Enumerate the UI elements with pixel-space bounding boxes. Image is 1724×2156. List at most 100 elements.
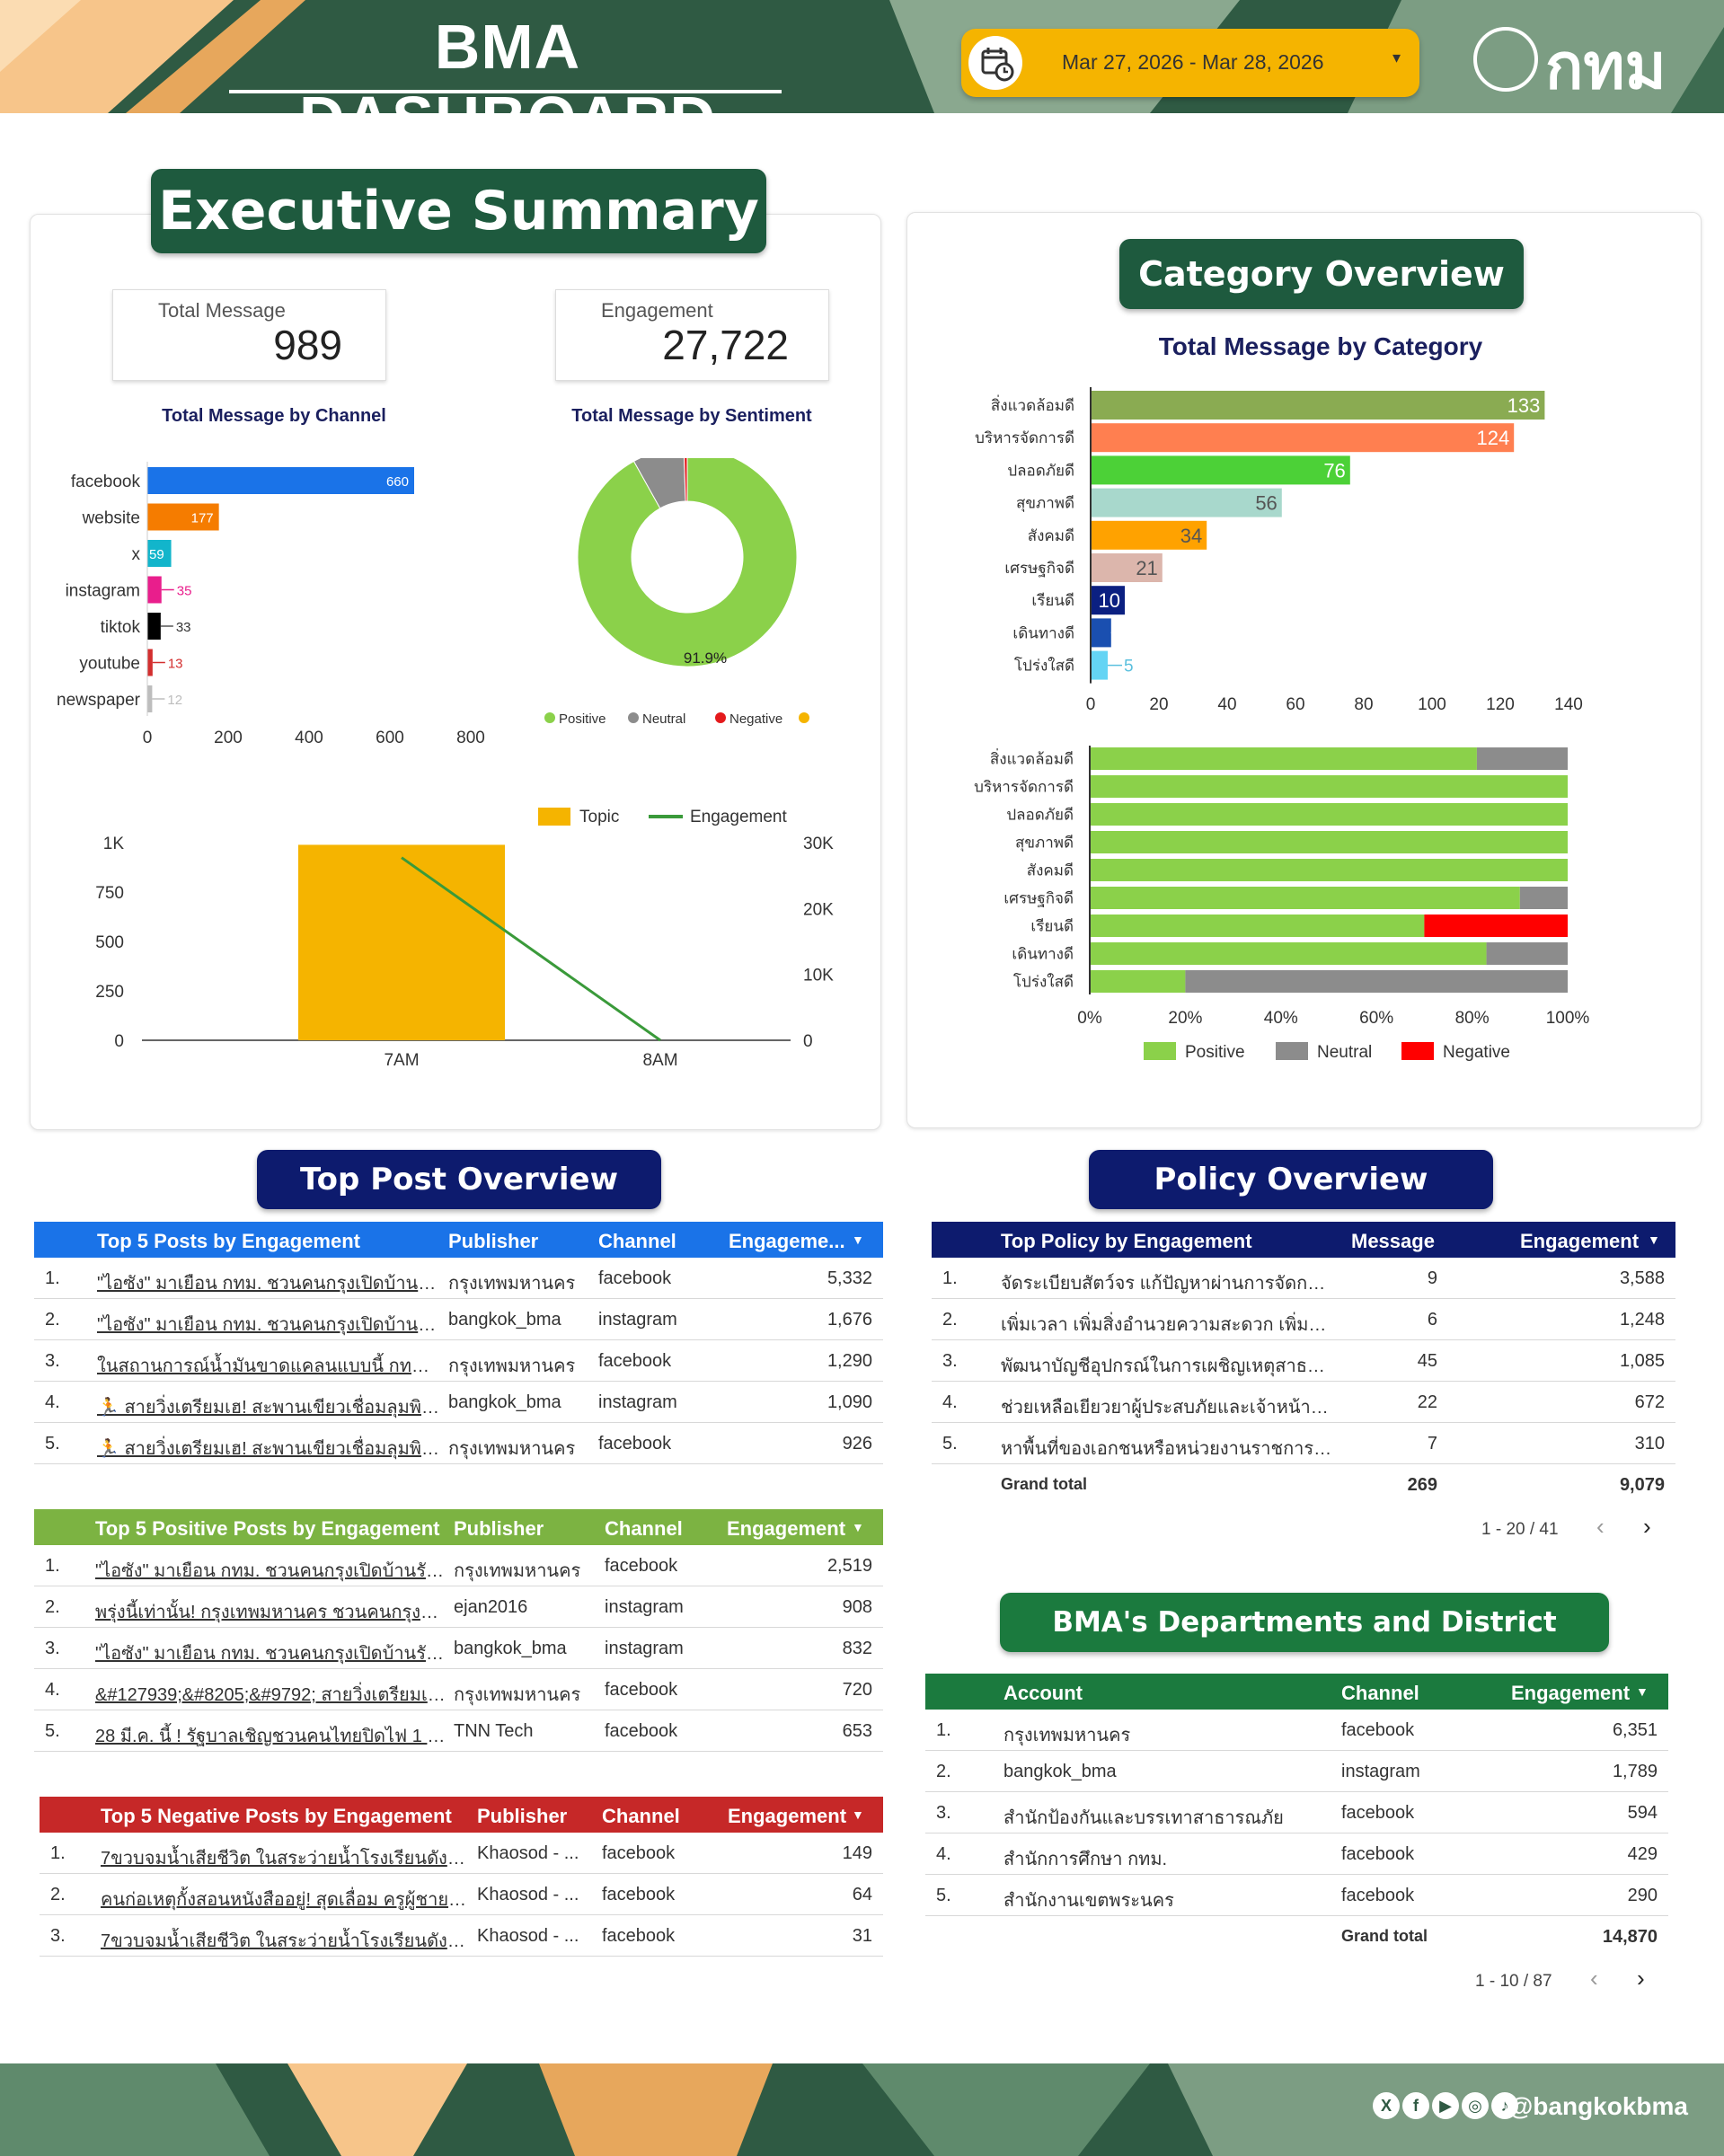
column-header[interactable]: Publisher	[477, 1805, 568, 1827]
chevron-down-icon[interactable]: ▾	[1392, 49, 1401, 66]
post-link[interactable]: คนก่อเหตุกั้งสอนหนังสืออยู่! สุดเลื่อม ค…	[101, 1890, 470, 1910]
column-header[interactable]: Channel	[602, 1805, 680, 1827]
pagination: 1 - 10 / 87 ‹ ›	[1475, 1965, 1673, 2002]
publisher-cell: Khaosod - ...	[477, 1843, 579, 1863]
account-name[interactable]: bangkok_bma	[1003, 1762, 1117, 1781]
category-tick-label: 80	[1354, 695, 1373, 714]
table-row[interactable]: 5. สำนักงานเขตพระนคร facebook 290	[925, 1875, 1668, 1916]
table-row[interactable]: 4. ช่วยเหลือเยียวยาผู้ประสบภัยและเจ้าหน้า…	[932, 1382, 1675, 1423]
category-value-label: 124	[1476, 427, 1509, 449]
table-row[interactable]: 4. สำนักการศึกษา กทม. facebook 429	[925, 1833, 1668, 1875]
table-row[interactable]: 1. "ไอซัง" มาเยือน กทม. ชวนคนกรุงเปิดบ้าน…	[34, 1258, 883, 1299]
column-header[interactable]: Engageme...	[729, 1230, 845, 1252]
policy-name[interactable]: พัฒนาบัญชีอุปกรณ์ในการเผชิญเหตุสาธารณภัย…	[1001, 1356, 1333, 1376]
account-name[interactable]: กรุงเทพมหานคร	[1003, 1726, 1131, 1745]
table-row[interactable]: 1. 7ขวบจมน้ำเสียชีวิต ในสระว่ายน้ำโรงเรีย…	[40, 1833, 883, 1874]
instagram-icon[interactable]: ◎	[1462, 2092, 1489, 2119]
column-header[interactable]: Channel	[598, 1230, 676, 1252]
table-row[interactable]: 2. bangkok_bma instagram 1,789	[925, 1751, 1668, 1792]
publisher-cell: ejan2016	[454, 1597, 528, 1617]
column-header[interactable]: Engagement	[727, 1517, 846, 1540]
policy-name[interactable]: จัดระเบียบสัตว์จร แก้ปัญหาผ่านการจัดการอ…	[1001, 1274, 1333, 1294]
post-link[interactable]: 7ขวบจมน้ำเสียชีวิต ในสระว่ายน้ำโรงเรียนด…	[101, 1849, 470, 1869]
channel-cell: facebook	[602, 1926, 676, 1946]
calendar-icon[interactable]	[968, 36, 1022, 90]
table-row[interactable]: 2. เพิ่มเวลา เพิ่มสิ่งอำนวยความสะดวก เพิ่…	[932, 1299, 1675, 1340]
column-header[interactable]: Channel	[605, 1517, 683, 1540]
table-row[interactable]: 5. 28 มี.ค. นี้ ! รัฐบาลเชิญชวนคนไทยปิดไฟ…	[34, 1710, 883, 1752]
account-name[interactable]: สำนักงานเขตพระนคร	[1003, 1891, 1174, 1911]
table-row[interactable]: 3. 7ขวบจมน้ำเสียชีวิต ในสระว่ายน้ำโรงเรีย…	[40, 1915, 883, 1957]
post-link[interactable]: 🏃 สายวิ่งเตรียมเฮ! สะพานเขียวเชื่อมลุมพิ…	[97, 1439, 441, 1459]
table-row[interactable]: 2. พรุ่งนี้เท่านั้น! กรุงเทพมหานคร ชวนคนก…	[34, 1586, 883, 1628]
table-row[interactable]: 1. จัดระเบียบสัตว์จร แก้ปัญหาผ่านการจัดกา…	[932, 1258, 1675, 1299]
table-row[interactable]: 2. "ไอซัง" มาเยือน กทม. ชวนคนกรุงเปิดบ้าน…	[34, 1299, 883, 1340]
policy-name[interactable]: เพิ่มเวลา เพิ่มสิ่งอำนวยความสะดวก เพิ่มก…	[1001, 1315, 1333, 1335]
facebook-icon[interactable]: f	[1402, 2092, 1429, 2119]
post-link[interactable]: &#127939;&#8205;&#9792; สายวิ่งเตรียมเฮ!…	[95, 1685, 446, 1705]
policy-name[interactable]: ช่วยเหลือเยียวยาผู้ประสบภัยและเจ้าหน้าที…	[1001, 1398, 1333, 1418]
table-row[interactable]: 3. ในสถานการณ์น้ำมันขาดแคลนแบบนี้ กทม. จะ…	[34, 1340, 883, 1382]
engagement-cell: 1,789	[1612, 1762, 1658, 1781]
column-header[interactable]: Top 5 Negative Posts by Engagement	[101, 1805, 452, 1827]
sort-desc-icon[interactable]: ▼	[852, 1233, 864, 1247]
date-range-picker[interactable]: Mar 27, 2026 - Mar 28, 2026 ▾	[961, 29, 1419, 97]
category-sentiment-tick-label: 100%	[1546, 1009, 1590, 1028]
sort-desc-icon[interactable]: ▼	[1648, 1233, 1660, 1247]
social-handle[interactable]: @bangkokbma	[1507, 2092, 1688, 2120]
table-row[interactable]: 1. "ไอซัง" มาเยือน กทม. ชวนคนกรุงเปิดบ้าน…	[34, 1545, 883, 1586]
column-header[interactable]: Publisher	[454, 1517, 544, 1540]
post-link[interactable]: ในสถานการณ์น้ำมันขาดแคลนแบบนี้ กทม. จะมี…	[97, 1356, 441, 1376]
table-row[interactable]: 3. "ไอซัง" มาเยือน กทม. ชวนคนกรุงเปิดบ้าน…	[34, 1628, 883, 1669]
sort-desc-icon[interactable]: ▼	[852, 1520, 864, 1534]
column-header[interactable]: Channel	[1341, 1682, 1419, 1704]
segment-positive	[1090, 859, 1568, 881]
account-name[interactable]: สำนักการศึกษา กทม.	[1003, 1850, 1168, 1869]
category-label: เศรษฐกิจดี	[1004, 560, 1074, 578]
post-link[interactable]: "ไอซัง" มาเยือน กทม. ชวนคนกรุงเปิดบ้านรั…	[95, 1561, 446, 1581]
column-header[interactable]: Engagement	[1511, 1682, 1631, 1704]
table-row[interactable]: 5. 🏃 สายวิ่งเตรียมเฮ! สะพานเขียวเชื่อมลุม…	[34, 1423, 883, 1464]
youtube-icon[interactable]: ▶	[1432, 2092, 1459, 2119]
date-range-text[interactable]: Mar 27, 2026 - Mar 28, 2026	[1062, 50, 1324, 74]
sentiment-legend-label: Neutral	[642, 711, 685, 727]
post-link[interactable]: พรุ่งนี้เท่านั้น! กรุงเทพมหานคร ชวนคนกรุ…	[95, 1603, 446, 1622]
post-link[interactable]: 🏃 สายวิ่งเตรียมเฮ! สะพานเขียวเชื่อมลุมพิ…	[97, 1398, 441, 1418]
column-header[interactable]: Top 5 Posts by Engagement	[97, 1230, 360, 1252]
policy-name[interactable]: หาพื้นที่ของเอกชนหรือหน่วยงานราชการที่สา…	[1001, 1439, 1333, 1459]
table-row[interactable]: 2. คนก่อเหตุกั้งสอนหนังสืออยู่! สุดเลื่อม…	[40, 1874, 883, 1915]
policy-overview-title: Policy Overview	[1089, 1150, 1493, 1209]
table-row[interactable]: 1. กรุงเทพมหานคร facebook 6,351	[925, 1710, 1668, 1751]
column-header[interactable]: Top Policy by Engagement	[1001, 1230, 1252, 1252]
channel-cell: instagram	[1341, 1762, 1420, 1781]
chevron-right-icon[interactable]: ›	[1637, 1965, 1645, 1992]
table-row[interactable]: 4. &#127939;&#8205;&#9792; สายวิ่งเตรียมเ…	[34, 1669, 883, 1710]
tiktok-icon[interactable]: ♪	[1491, 2092, 1518, 2119]
sort-desc-icon[interactable]: ▼	[852, 1807, 864, 1822]
column-header[interactable]: Publisher	[448, 1230, 539, 1252]
table-row[interactable]: 5. หาพื้นที่ของเอกชนหรือหน่วยงานราชการที่…	[932, 1423, 1675, 1464]
legend-neutral-label: Neutral	[1317, 1043, 1372, 1062]
row-index: 1.	[45, 1268, 60, 1288]
post-link[interactable]: "ไอซัง" มาเยือน กทม. ชวนคนกรุงเปิดบ้านรั…	[97, 1274, 441, 1294]
chevron-right-icon[interactable]: ›	[1643, 1513, 1651, 1540]
chevron-left-icon[interactable]: ‹	[1596, 1513, 1605, 1540]
post-link[interactable]: 7ขวบจมน้ำเสียชีวิต ในสระว่ายน้ำโรงเรียนด…	[101, 1931, 470, 1951]
x-icon[interactable]: X	[1373, 2092, 1400, 2119]
sort-desc-icon[interactable]: ▼	[1636, 1684, 1649, 1699]
column-header[interactable]: Message	[1351, 1230, 1435, 1252]
account-name[interactable]: สำนักป้องกันและบรรเทาสาธารณภัย	[1003, 1808, 1284, 1828]
column-header[interactable]: Engagement	[728, 1805, 847, 1827]
kpi-total-message-label: Total Message	[158, 299, 286, 322]
column-header[interactable]: Engagement	[1520, 1230, 1640, 1252]
sentiment-slice-negative	[684, 458, 688, 502]
table-row[interactable]: 3. สำนักป้องกันและบรรเทาสาธารณภัย facebook…	[925, 1792, 1668, 1833]
table-row[interactable]: 3. พัฒนาบัญชีอุปกรณ์ในการเผชิญเหตุสาธารณภ…	[932, 1340, 1675, 1382]
post-link[interactable]: "ไอซัง" มาเยือน กทม. ชวนคนกรุงเปิดบ้านรั…	[95, 1644, 446, 1664]
column-header[interactable]: Account	[1003, 1682, 1083, 1704]
column-header[interactable]: Top 5 Positive Posts by Engagement	[95, 1517, 440, 1540]
post-link[interactable]: 28 มี.ค. นี้ ! รัฐบาลเชิญชวนคนไทยปิดไฟ 1…	[95, 1727, 446, 1746]
table-row[interactable]: 4. 🏃 สายวิ่งเตรียมเฮ! สะพานเขียวเชื่อมลุม…	[34, 1382, 883, 1423]
post-link[interactable]: "ไอซัง" มาเยือน กทม. ชวนคนกรุงเปิดบ้านรั…	[97, 1315, 441, 1335]
chevron-left-icon[interactable]: ‹	[1590, 1965, 1598, 1992]
